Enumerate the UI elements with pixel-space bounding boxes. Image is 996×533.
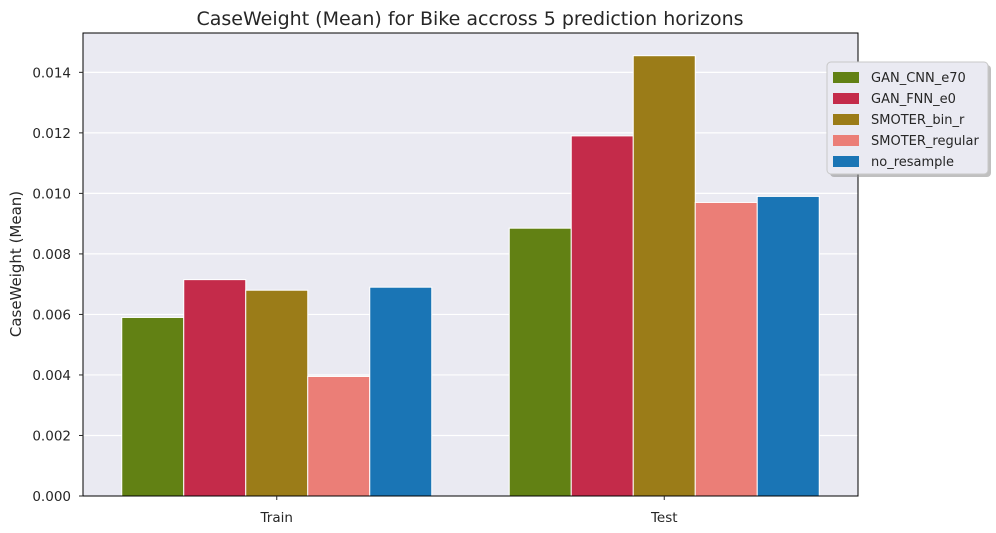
y-tick-label: 0.010 bbox=[32, 186, 71, 202]
bar-GAN_CNN_e70-Test bbox=[508, 227, 572, 497]
y-axis-ticks: 0.000 0.002 0.004 0.006 0.008 0.010 0.012 0.014 bbox=[32, 65, 83, 505]
legend-label: SMOTER_regular bbox=[871, 134, 980, 149]
bar-no_resample-Test bbox=[756, 195, 820, 497]
plot-frame bbox=[82, 32, 859, 497]
y-tick-label: 0.008 bbox=[32, 247, 71, 263]
legend-label: GAN_FNN_e0 bbox=[871, 92, 956, 107]
x-tick-label: Train bbox=[260, 510, 293, 526]
bar-SMOTER_bin_r-Test bbox=[632, 55, 696, 497]
bar-GAN_CNN_e70-Train bbox=[121, 316, 185, 497]
x-tick-label: Test bbox=[650, 510, 678, 526]
y-tick-label: 0.002 bbox=[32, 428, 71, 444]
legend-swatch bbox=[833, 114, 859, 125]
legend: GAN_CNN_e70 GAN_FNN_e0 SMOTER_bin_r SMOTER_… bbox=[826, 61, 991, 177]
bar-GAN_FNN_e0-Train bbox=[183, 279, 247, 497]
legend-box bbox=[826, 61, 989, 175]
bar-SMOTER_regular-Test bbox=[694, 201, 758, 497]
y-tick-label: 0.014 bbox=[32, 65, 71, 81]
y-tick-label: 0.012 bbox=[32, 126, 71, 142]
x-axis-ticks: Train Test bbox=[260, 496, 678, 526]
legend-label: GAN_CNN_e70 bbox=[871, 71, 966, 86]
y-tick-label: 0.006 bbox=[32, 307, 71, 323]
legend-swatch bbox=[833, 93, 859, 104]
legend-swatch bbox=[833, 135, 859, 146]
legend-label: SMOTER_bin_r bbox=[871, 113, 965, 128]
legend-swatch bbox=[833, 156, 859, 167]
y-axis-label: CaseWeight (Mean) bbox=[7, 191, 25, 337]
legend-swatch bbox=[833, 72, 859, 83]
legend-label: no_resample bbox=[871, 155, 954, 170]
y-tick-label: 0.004 bbox=[32, 368, 71, 384]
bar-no_resample-Train bbox=[369, 286, 433, 497]
chart-title: CaseWeight (Mean) for Bike accross 5 pre… bbox=[196, 8, 743, 30]
y-tick-label: 0.000 bbox=[32, 489, 71, 505]
bar-GAN_FNN_e0-Test bbox=[570, 135, 634, 497]
bar-SMOTER_regular-Train bbox=[307, 375, 371, 497]
bar-SMOTER_bin_r-Train bbox=[245, 289, 309, 497]
